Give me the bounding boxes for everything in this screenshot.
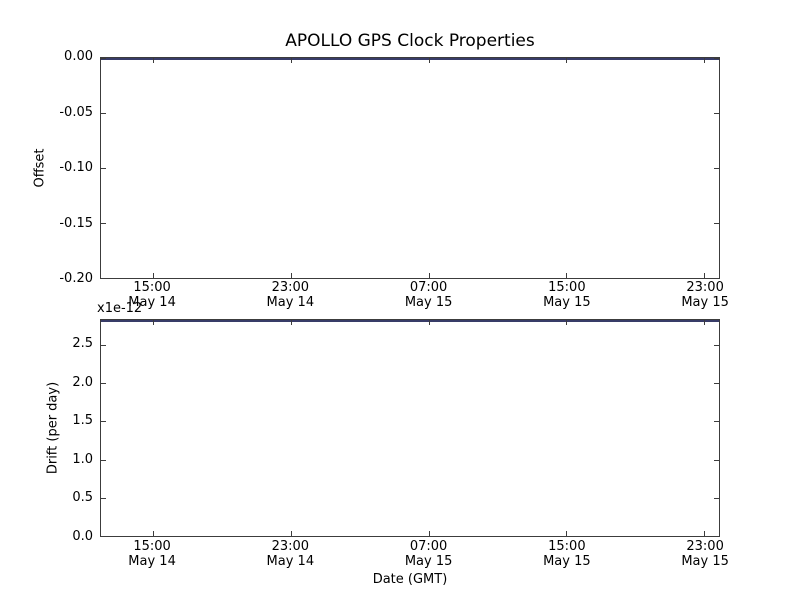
x-tick-date: May 15	[543, 295, 591, 310]
y-tick-label: 0.0	[72, 529, 93, 544]
x-axis-label: Date (GMT)	[372, 572, 448, 587]
x-tick-time: 15:00	[133, 539, 171, 554]
x-tick-mark	[428, 273, 430, 278]
x-tick-time: 23:00	[686, 539, 724, 554]
y-tick-label: 2.5	[72, 336, 93, 351]
x-tick-mark	[566, 531, 568, 536]
y-tick-mark	[101, 383, 106, 385]
y-tick-mark	[101, 278, 106, 279]
x-tick-label: 23:00 May 15	[665, 280, 745, 310]
x-tick-time: 23:00	[686, 280, 724, 295]
x-tick-date: May 15	[404, 554, 453, 569]
x-tick-time: 15:00	[133, 280, 171, 295]
y-tick-mark	[714, 497, 719, 499]
x-tick-time: 23:00	[271, 539, 310, 554]
x-tick-label: 23:00 May 14	[250, 539, 330, 569]
y-tick-mark	[714, 344, 719, 346]
x-tick-mark	[152, 273, 154, 278]
drift-subplot-axes	[100, 319, 720, 537]
x-tick-mark	[704, 531, 706, 536]
x-tick-date: May 15	[681, 554, 729, 569]
x-tick-mark	[704, 58, 706, 63]
y-tick-label: -0.20	[59, 271, 93, 286]
x-tick-date: May 15	[543, 554, 591, 569]
x-tick-date: May 15	[404, 295, 453, 310]
y-tick-label: 0.5	[72, 490, 93, 505]
x-tick-mark	[428, 320, 430, 325]
x-tick-label: 15:00 May 15	[527, 539, 607, 569]
x-tick-date: May 14	[266, 554, 315, 569]
y-tick-label: -0.10	[59, 160, 93, 175]
offset-subplot-axes	[100, 57, 720, 279]
y-tick-label: -0.15	[59, 216, 93, 231]
x-tick-mark	[152, 531, 154, 536]
x-tick-label: 07:00 May 15	[389, 539, 469, 569]
y-tick-mark	[714, 168, 719, 169]
x-tick-date: May 15	[681, 295, 729, 310]
x-tick-mark	[290, 320, 292, 325]
y-tick-mark	[714, 113, 719, 114]
y-tick-mark	[101, 497, 106, 499]
y-tick-mark	[101, 536, 106, 537]
x-tick-mark	[704, 320, 706, 325]
x-tick-time: 07:00	[409, 539, 448, 554]
x-tick-date: May 14	[128, 554, 176, 569]
x-tick-mark	[152, 58, 154, 63]
y-tick-mark	[714, 421, 719, 423]
x-tick-mark	[290, 531, 292, 536]
x-tick-mark	[290, 273, 292, 278]
x-tick-label: 15:00 May 15	[527, 280, 607, 310]
x-tick-label: 15:00 May 14	[112, 539, 192, 569]
y-tick-mark	[714, 459, 719, 461]
offset-data-line	[101, 58, 719, 60]
y-tick-mark	[714, 383, 719, 385]
y-tick-mark	[101, 421, 106, 423]
x-tick-date: May 14	[266, 295, 315, 310]
y-tick-mark	[714, 278, 719, 279]
x-tick-mark	[428, 58, 430, 63]
y-tick-mark	[714, 536, 719, 537]
y-tick-mark	[101, 113, 106, 114]
x-tick-mark	[152, 320, 154, 325]
y-tick-mark	[714, 223, 719, 224]
y-tick-mark	[101, 168, 106, 169]
x-tick-label: 23:00 May 15	[665, 539, 745, 569]
y-scale-offset-text: x1e-12	[97, 301, 143, 316]
y-tick-mark	[714, 58, 719, 59]
y-tick-label: 2.0	[72, 375, 93, 390]
x-tick-date: May 14	[128, 295, 176, 310]
x-tick-mark	[290, 58, 292, 63]
y-tick-label: 1.5	[72, 413, 93, 428]
x-tick-label: 15:00 May 14	[112, 280, 192, 310]
x-tick-mark	[428, 531, 430, 536]
x-tick-label: 07:00 May 15	[389, 280, 469, 310]
x-tick-mark	[566, 320, 568, 325]
x-tick-time: 15:00	[548, 280, 586, 295]
y-tick-label: -0.05	[59, 105, 93, 120]
chart-title: APOLLO GPS Clock Properties	[285, 31, 535, 51]
x-tick-time: 15:00	[548, 539, 586, 554]
y-tick-label: 0.00	[64, 49, 93, 64]
y-tick-label: 1.0	[72, 452, 93, 467]
x-tick-time: 23:00	[271, 280, 310, 295]
x-tick-mark	[566, 273, 568, 278]
x-tick-label: 23:00 May 14	[250, 280, 330, 310]
x-tick-time: 07:00	[409, 280, 448, 295]
x-tick-mark	[704, 273, 706, 278]
drift-data-line	[101, 320, 719, 322]
x-tick-mark	[566, 58, 568, 63]
y-tick-mark	[101, 459, 106, 461]
y-tick-mark	[101, 344, 106, 346]
y-tick-mark	[101, 58, 106, 59]
y-tick-mark	[101, 223, 106, 224]
